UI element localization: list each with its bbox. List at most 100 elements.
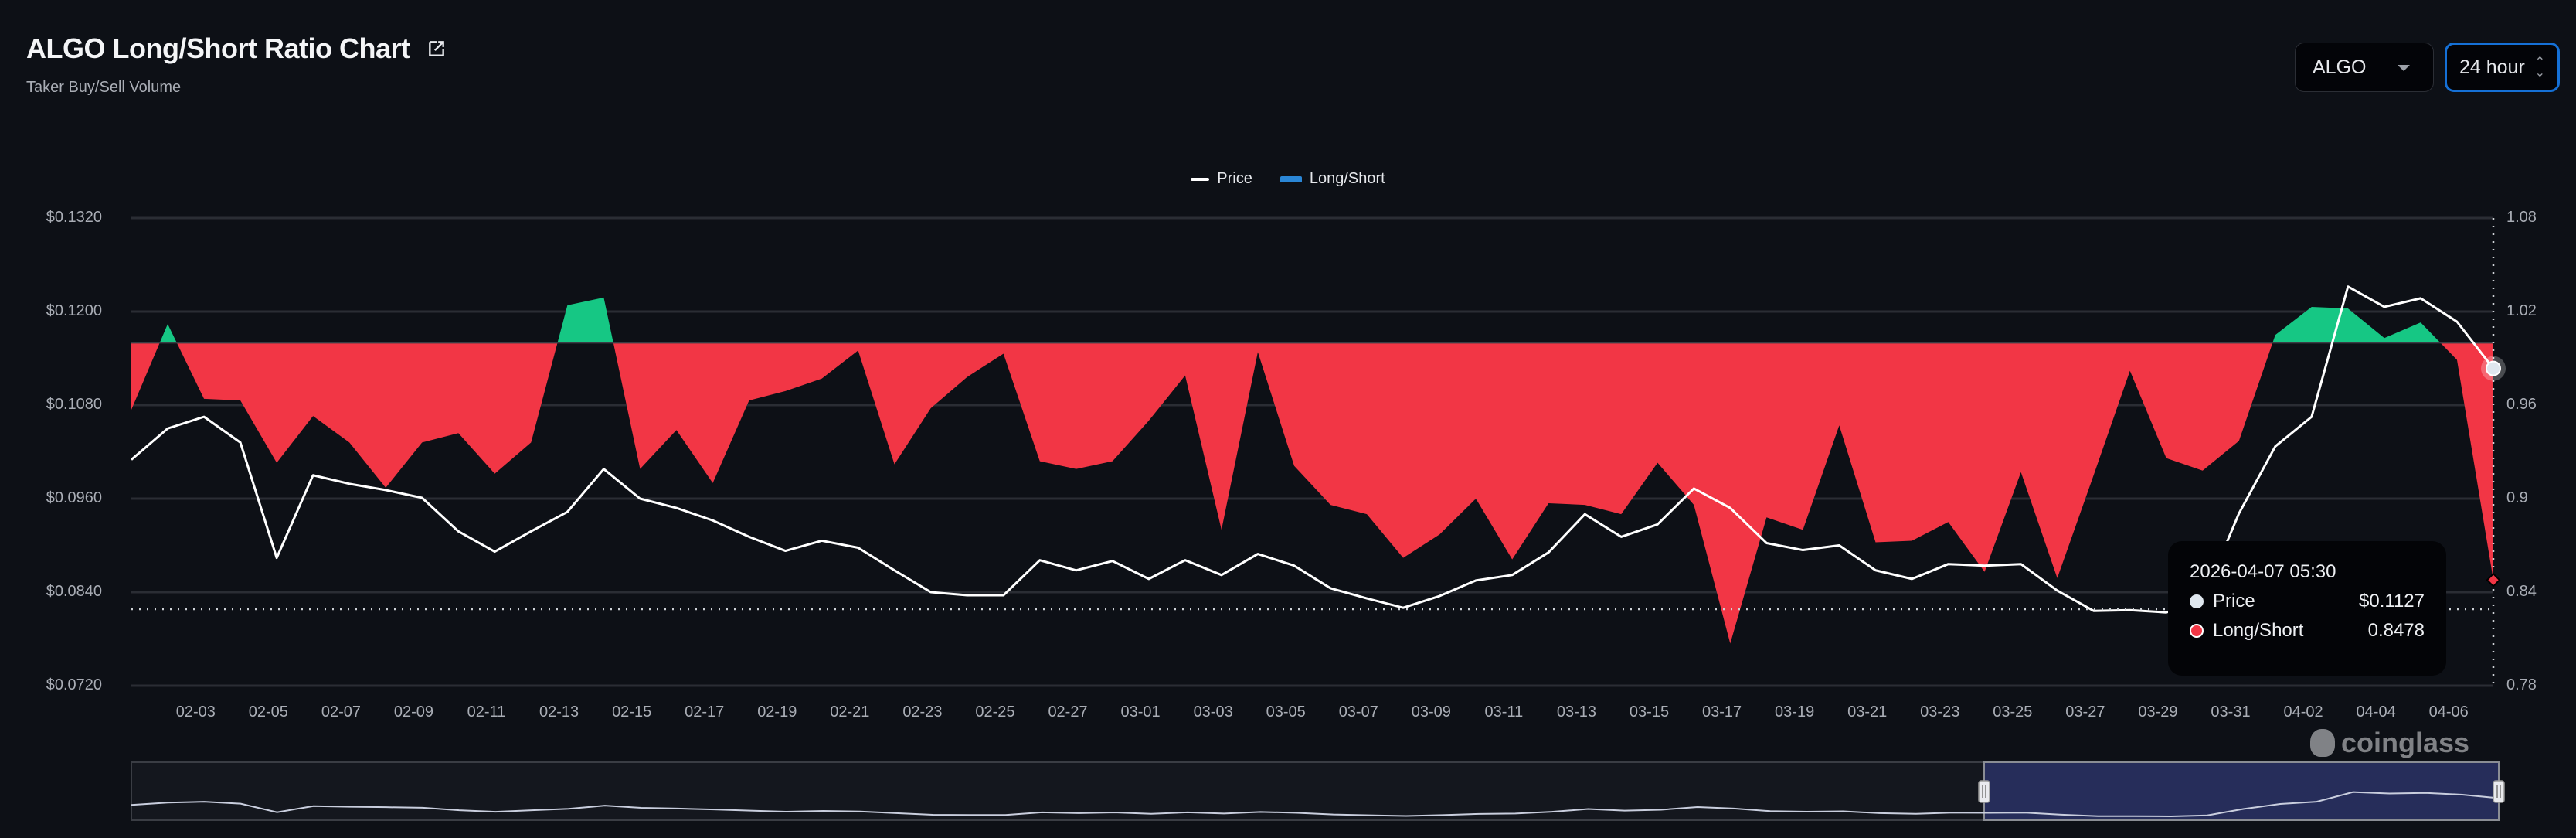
price-point (2418, 296, 2423, 301)
ratio-point (892, 462, 897, 467)
ratio-point (1619, 512, 1623, 516)
caret-down-icon (2398, 65, 2410, 71)
legend-label: Long/Short (1309, 170, 1385, 187)
price-point (856, 546, 861, 550)
coin-select[interactable]: ALGO (2295, 43, 2434, 92)
y-right-tick-label: 1.02 (2506, 302, 2537, 319)
ratio-point (2418, 320, 2423, 325)
ratio-point (2273, 332, 2278, 337)
price-point (1546, 550, 1551, 555)
price-point (710, 518, 715, 523)
price-point (492, 550, 497, 554)
ratio-point (420, 440, 424, 445)
long-short-area-short (131, 342, 2493, 644)
ratio-point (1219, 527, 1224, 532)
legend-label: Price (1217, 170, 1252, 187)
ratio-point (1074, 467, 1079, 472)
legend-item-long-short[interactable]: Long/Short (1280, 170, 1385, 188)
price-point (1473, 578, 1478, 583)
x-tick-label: 03-05 (1266, 703, 1306, 720)
ratio-point (2382, 336, 2387, 340)
navigator-handle-right[interactable] (2493, 780, 2505, 803)
x-tick-label: 03-17 (1701, 703, 1742, 720)
price-point (1183, 558, 1188, 563)
price-point (1147, 577, 1151, 581)
ratio-point (1001, 351, 1006, 356)
price-dot-icon (2190, 594, 2204, 608)
x-tick-label: 02-27 (1048, 703, 1088, 720)
tooltip-row-ratio: Long/Short 0.8478 (2190, 620, 2425, 642)
ratio-point (1837, 423, 1841, 428)
price-point (1691, 486, 1696, 491)
ratio-point (1728, 642, 1732, 646)
price-point (2237, 511, 2241, 516)
ratio-point (2237, 438, 2241, 443)
price-point (2019, 562, 2024, 567)
x-tick-label: 03-09 (1411, 703, 1451, 720)
price-point (1401, 605, 1405, 610)
x-tick-label: 02-19 (757, 703, 797, 720)
price-point (1510, 573, 1514, 577)
price-point (2346, 284, 2350, 289)
x-tick-label: 02-09 (393, 703, 434, 720)
x-tick-label: 02-03 (175, 703, 216, 720)
x-tick-label: 02-13 (539, 703, 579, 720)
range-select[interactable]: 24 hour ⌃ ⌄ (2445, 43, 2560, 92)
price-point (202, 414, 206, 419)
ratio-point (1873, 540, 1878, 544)
price-point (965, 593, 970, 598)
price-point (1292, 564, 1296, 568)
price-point (1256, 552, 1260, 557)
external-link-icon[interactable] (427, 39, 447, 59)
price-point (1764, 540, 1769, 545)
price-point (1728, 506, 1732, 510)
legend-item-price[interactable]: Price (1191, 170, 1252, 188)
price-point (528, 529, 533, 533)
ratio-dot-icon (2190, 624, 2204, 638)
ratio-point (1983, 570, 1987, 574)
ratio-point (601, 295, 606, 300)
ratio-point (783, 389, 788, 393)
y-right-tick-label: 0.96 (2506, 396, 2537, 413)
ratio-point (528, 440, 533, 445)
ratio-point (637, 467, 642, 472)
ratio-point (311, 414, 315, 418)
price-point (1219, 573, 1224, 577)
price-point (820, 538, 824, 543)
navigator-selection[interactable] (1983, 761, 2500, 821)
x-tick-label: 03-25 (1993, 703, 2033, 720)
ratio-point (2455, 358, 2459, 363)
price-line (131, 285, 2495, 614)
chart-legend: Price Long/Short (0, 170, 2576, 188)
x-tick-label: 02-25 (975, 703, 1015, 720)
price-point (456, 529, 460, 533)
price-point (1074, 568, 1079, 573)
price-point (420, 496, 424, 500)
navigator-handle-left[interactable] (1978, 780, 1990, 803)
ratio-point (565, 303, 569, 308)
x-tick-label: 02-07 (321, 703, 361, 720)
ratio-point (1292, 464, 1296, 468)
x-tick-label: 03-23 (1920, 703, 1960, 720)
x-tick-label: 02-21 (830, 703, 870, 720)
price-point (601, 467, 606, 472)
y-left-tick-label: $0.1200 (46, 302, 102, 319)
x-tick-label: 03-11 (1484, 703, 1524, 720)
ratio-point (929, 406, 933, 410)
tooltip-value: 0.8478 (2367, 620, 2425, 641)
x-tick-label: 03-19 (1775, 703, 1815, 720)
price-point (2382, 305, 2387, 309)
x-tick-label: 03-15 (1629, 703, 1670, 720)
x-tick-label: 02-05 (248, 703, 288, 720)
ratio-point (856, 348, 861, 353)
ratio-point (492, 472, 497, 476)
price-point (1364, 596, 1369, 601)
price-point (274, 556, 279, 560)
price-point (1655, 522, 1660, 526)
price-point (1619, 534, 1623, 539)
y-left-tick-label: $0.0840 (46, 583, 102, 600)
price-point (892, 568, 897, 573)
x-tick-label: 03-01 (1120, 703, 1161, 720)
price-point (2128, 608, 2133, 612)
